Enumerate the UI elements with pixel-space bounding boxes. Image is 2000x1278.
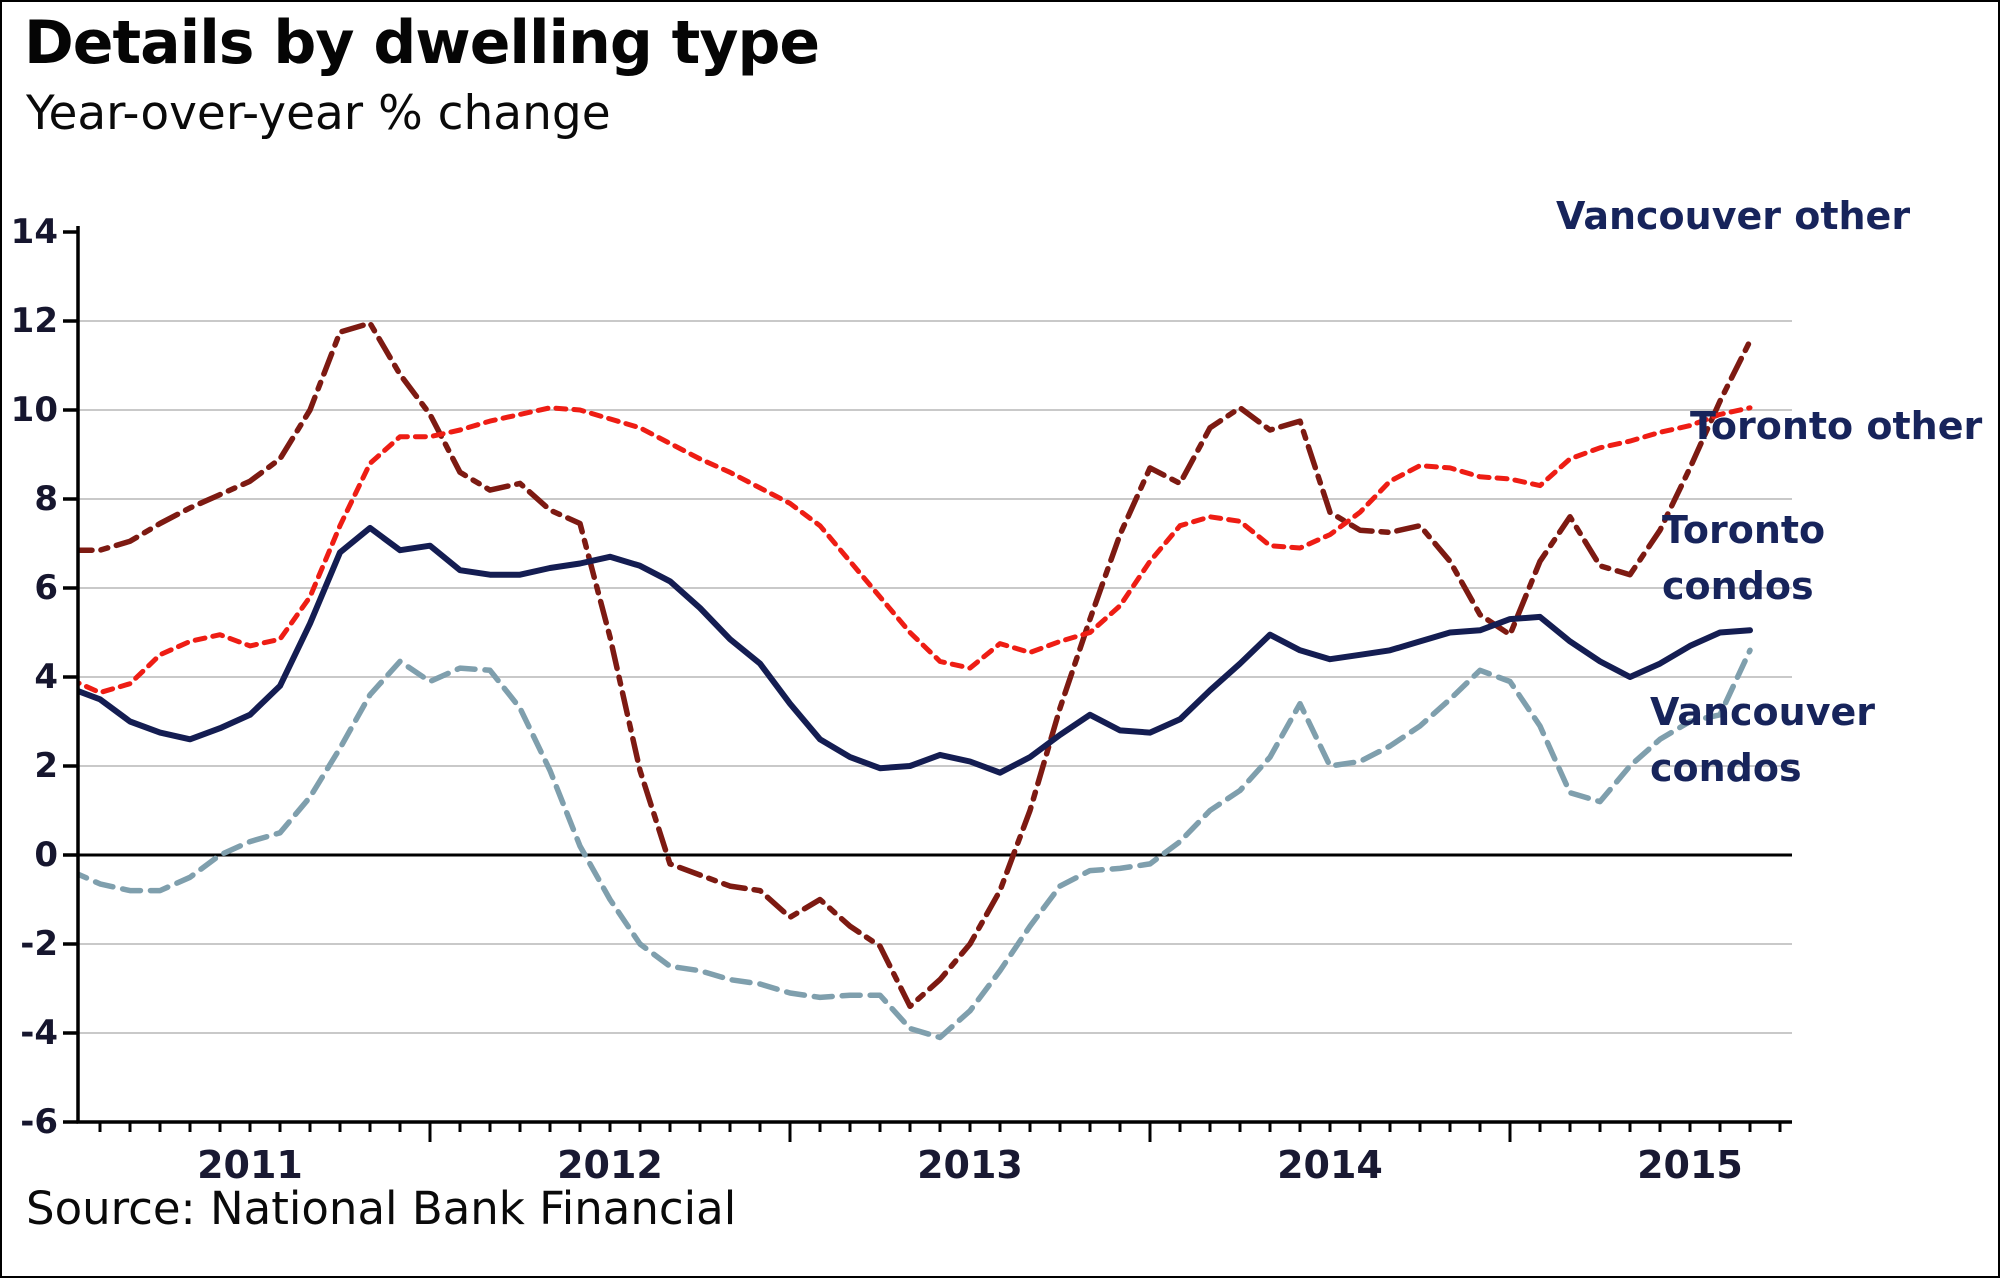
y-axis-label-6: 6 [34, 568, 58, 608]
y-axis-label-8: 8 [34, 479, 58, 519]
y-axis-label-0: 0 [34, 835, 58, 875]
source-note: Source: National Bank Financial [26, 1182, 737, 1235]
series-line-toronto-condos [79, 524, 1753, 776]
chart-subtitle: Year-over-year % change [26, 86, 611, 141]
legend-label-vancouver-condos: Vancouver condos [1650, 690, 1875, 790]
y-axis-label--2: -2 [20, 924, 58, 964]
x-axis-label-2015: 2015 [1637, 1143, 1743, 1187]
legend-label-toronto-other: Toronto other [1690, 404, 1983, 448]
x-axis-label-2013: 2013 [917, 1143, 1023, 1187]
legend-label-toronto-condos: Toronto condos [1662, 508, 1826, 608]
x-axis-label-2012: 2012 [557, 1143, 663, 1187]
y-axis-label-14: 14 [10, 212, 58, 252]
x-axis-label-2014: 2014 [1277, 1143, 1383, 1187]
y-axis-label-12: 12 [10, 301, 58, 341]
legend-label-vancouver-other: Vancouver other [1556, 194, 1911, 238]
series-line-vancouver-other [79, 320, 1753, 1010]
x-axis-label-2011: 2011 [197, 1143, 303, 1187]
series-group [79, 320, 1753, 1041]
y-axis-label-2: 2 [34, 746, 58, 786]
series-line-toronto-other [79, 405, 1753, 696]
y-axis-label-4: 4 [34, 657, 58, 697]
chart-title: Details by dwelling type [24, 8, 820, 78]
y-axis-label--4: -4 [20, 1013, 58, 1053]
series-line-vancouver-condos [79, 647, 1753, 1041]
y-axis-label--6: -6 [20, 1102, 58, 1142]
y-axis-label-10: 10 [10, 390, 58, 430]
